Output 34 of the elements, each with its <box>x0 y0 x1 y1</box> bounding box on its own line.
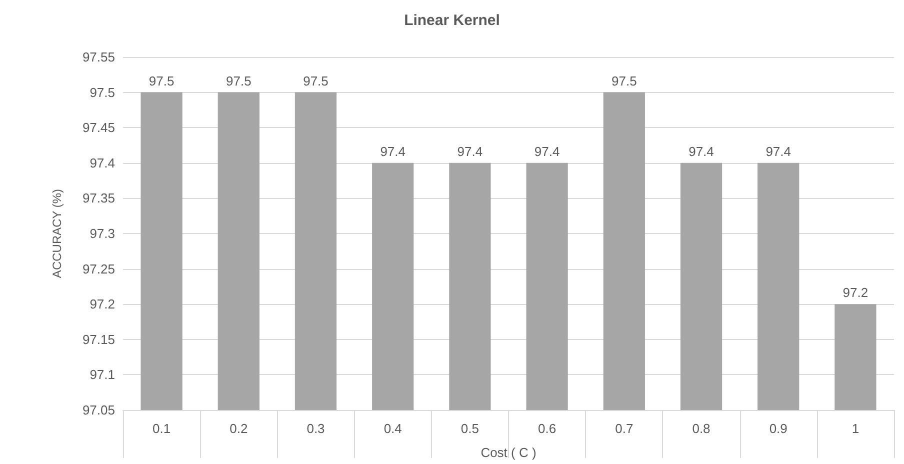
y-tick-label: 97.1 <box>90 367 115 382</box>
y-tick-label: 97.5 <box>90 84 115 100</box>
y-tick-label: 97.25 <box>82 261 115 276</box>
y-tick-label: 97.15 <box>82 332 115 347</box>
x-tick-label: 0.1 <box>152 421 171 436</box>
data-label: 97.4 <box>688 144 714 159</box>
data-label: 97.5 <box>303 73 328 88</box>
x-axis-title: Cost ( C ) <box>480 445 536 460</box>
y-tick-label: 97.35 <box>82 190 115 206</box>
x-tick-label: 0.5 <box>460 421 479 436</box>
data-label: 97.4 <box>766 144 792 159</box>
chart-title: Linear Kernel <box>404 12 500 29</box>
x-tick-label: 0.8 <box>692 421 710 436</box>
y-tick-label: 97.05 <box>82 402 115 418</box>
y-tick-label: 97.3 <box>90 226 115 241</box>
x-tick-label: 0.2 <box>230 421 248 436</box>
data-label: 97.5 <box>148 73 174 88</box>
y-tick-label: 97.4 <box>90 155 115 170</box>
y-tick-label: 97.2 <box>90 296 115 312</box>
data-label: 97.4 <box>534 144 560 159</box>
x-tick-label: 0.9 <box>769 421 788 436</box>
x-tick-label: 0.6 <box>538 421 556 436</box>
y-axis-title: ACCURACY (%) <box>50 188 64 278</box>
data-label: 97.2 <box>842 285 868 300</box>
data-label: 97.5 <box>226 73 252 88</box>
y-tick-label: 97.55 <box>82 50 115 64</box>
data-label: 97.4 <box>457 144 483 159</box>
x-tick-label: 0.4 <box>384 421 402 436</box>
y-tick-label: 97.45 <box>82 120 115 136</box>
data-label: 97.5 <box>611 73 637 88</box>
data-label: 97.4 <box>380 144 406 159</box>
x-tick-label: 0.7 <box>615 421 634 436</box>
x-tick-label: 1 <box>852 421 860 436</box>
x-tick-label: 0.3 <box>306 421 325 436</box>
